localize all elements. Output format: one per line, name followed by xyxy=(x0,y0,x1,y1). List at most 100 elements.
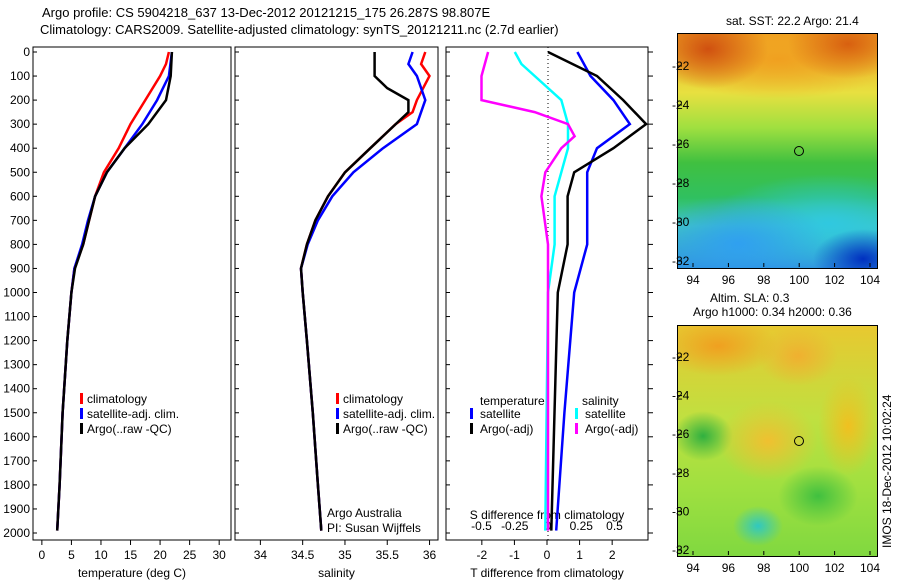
panel-frame-1 xyxy=(234,46,439,541)
y-tick-label: 1800 xyxy=(3,478,30,492)
legend-label: Argo(..raw -QC) xyxy=(87,422,172,436)
sla-map xyxy=(677,325,878,557)
x2-tick-label: -0.25 xyxy=(501,519,529,533)
series-line-satellite-adj-clim- xyxy=(299,51,427,531)
argo-location-marker xyxy=(794,436,804,446)
y-tick-label: 1500 xyxy=(3,406,30,420)
y-tick-label: 2000 xyxy=(3,526,30,540)
x-tick-label: 34.5 xyxy=(291,548,315,562)
legend-header: temperature xyxy=(480,394,545,408)
legend-swatch xyxy=(80,423,83,434)
x-tick-label: 15 xyxy=(124,548,138,562)
argo-location-marker xyxy=(794,146,804,156)
y-tick-label: 1900 xyxy=(3,502,30,516)
sla-lon-label: 104 xyxy=(860,561,880,575)
y-tick-label: 1100 xyxy=(4,310,30,324)
series-line-climatology xyxy=(299,51,431,531)
y-tick-label: 500 xyxy=(10,165,30,179)
x-tick-label: 5 xyxy=(68,548,75,562)
sst-lon-label: 104 xyxy=(860,273,880,287)
sla-lon-label: 98 xyxy=(757,561,771,575)
y-tick-label: 900 xyxy=(10,261,30,275)
x-tick-label: 35 xyxy=(338,548,352,562)
x-tick-label: 20 xyxy=(153,548,167,562)
sla-lon-label: 102 xyxy=(825,561,845,575)
x2-tick-label: 0.5 xyxy=(606,519,623,533)
credit-line-2: PI: Susan Wijffels xyxy=(327,521,421,535)
series-line-climatology xyxy=(55,51,171,531)
title-line-2: Climatology: CARS2009. Satellite-adjuste… xyxy=(40,22,559,37)
y-tick-label: 1700 xyxy=(3,454,30,468)
series-line-satellite-adj-clim- xyxy=(55,51,174,531)
x-tick-label: -2 xyxy=(477,548,488,562)
series-line-t-argo-adj- xyxy=(547,50,648,531)
legend-label: climatology xyxy=(343,392,403,406)
title-line-1: Argo profile: CS 5904218_637 13-Dec-2012… xyxy=(42,5,491,20)
y-tick-label: 100 xyxy=(10,69,30,83)
map2-title-2: Argo h1000: 0.34 h2000: 0.36 xyxy=(693,305,852,319)
panel-frame-0 xyxy=(32,46,232,541)
y-tick-label: 1400 xyxy=(3,382,30,396)
y-tick-label: 700 xyxy=(10,213,30,227)
x-axis-label: temperature (deg C) xyxy=(78,566,186,580)
series-line-argo-raw-qc- xyxy=(55,51,174,531)
sla-lon-label: 96 xyxy=(722,561,736,575)
y-tick-label: 1600 xyxy=(3,430,30,444)
legend-label: satellite xyxy=(585,407,626,421)
x-tick-label: 35.5 xyxy=(376,548,400,562)
legend-label: Argo(-adj) xyxy=(480,422,533,436)
x-tick-label: -1 xyxy=(509,548,520,562)
sla-lon-label: 100 xyxy=(789,561,809,575)
y-tick-label: 1200 xyxy=(3,334,30,348)
legend-swatch xyxy=(575,423,578,434)
x-tick-label: 25 xyxy=(183,548,197,562)
x-tick-label: 10 xyxy=(94,548,108,562)
legend-label: satellite-adj. clim. xyxy=(87,407,179,421)
map2-title-1: Altim. SLA: 0.3 xyxy=(710,291,790,305)
y-tick-label: 600 xyxy=(10,189,30,203)
series-line-s-argo-adj- xyxy=(480,51,577,531)
legend-swatch xyxy=(336,393,339,404)
y-tick-label: 1300 xyxy=(3,358,30,372)
legend-label: Argo(-adj) xyxy=(585,422,638,436)
x-axis-label: T difference from climatology xyxy=(470,566,624,580)
legend-swatch xyxy=(80,408,83,419)
legend-swatch xyxy=(575,408,578,419)
y-tick-label: 400 xyxy=(10,141,30,155)
x-axis-label: salinity xyxy=(318,566,355,580)
legend-label: climatology xyxy=(87,392,147,406)
x-tick-label: 34 xyxy=(254,548,268,562)
y-tick-label: 1000 xyxy=(3,286,30,300)
y-tick-label: 800 xyxy=(10,237,30,251)
x-tick-label: 1 xyxy=(576,548,583,562)
x-tick-label: 30 xyxy=(212,548,226,562)
map1-title: sat. SST: 22.2 Argo: 21.4 xyxy=(726,14,859,28)
legend-label: Argo(..raw -QC) xyxy=(343,422,428,436)
legend-label: satellite-adj. clim. xyxy=(343,407,435,421)
x2-tick-label: -0.5 xyxy=(471,519,492,533)
legend-swatch xyxy=(336,408,339,419)
x-tick-label: 2 xyxy=(609,548,616,562)
legend-header: salinity xyxy=(582,394,619,408)
legend-label: satellite xyxy=(480,407,521,421)
legend-swatch xyxy=(80,393,83,404)
sst-lon-label: 96 xyxy=(722,273,736,287)
y-tick-label: 0 xyxy=(23,45,30,59)
legend-swatch xyxy=(470,408,473,419)
sst-map xyxy=(677,33,878,269)
sst-lon-label: 102 xyxy=(825,273,845,287)
sla-lon-label: 94 xyxy=(686,561,700,575)
y-tick-label: 200 xyxy=(10,93,30,107)
profile-plots: 0100200300400500600700800900100011001200… xyxy=(3,45,653,580)
x2-tick-label: 0.25 xyxy=(570,519,594,533)
sst-lon-label: 98 xyxy=(757,273,771,287)
legend-swatch xyxy=(336,423,339,434)
sst-lon-label: 100 xyxy=(789,273,809,287)
x-tick-label: 0 xyxy=(39,548,46,562)
credit-line-1: Argo Australia xyxy=(327,506,402,520)
x-tick-label: 36 xyxy=(423,548,437,562)
series-line-s-satellite xyxy=(513,51,570,531)
sst-lon-label: 94 xyxy=(686,273,700,287)
y-tick-label: 300 xyxy=(10,117,30,131)
